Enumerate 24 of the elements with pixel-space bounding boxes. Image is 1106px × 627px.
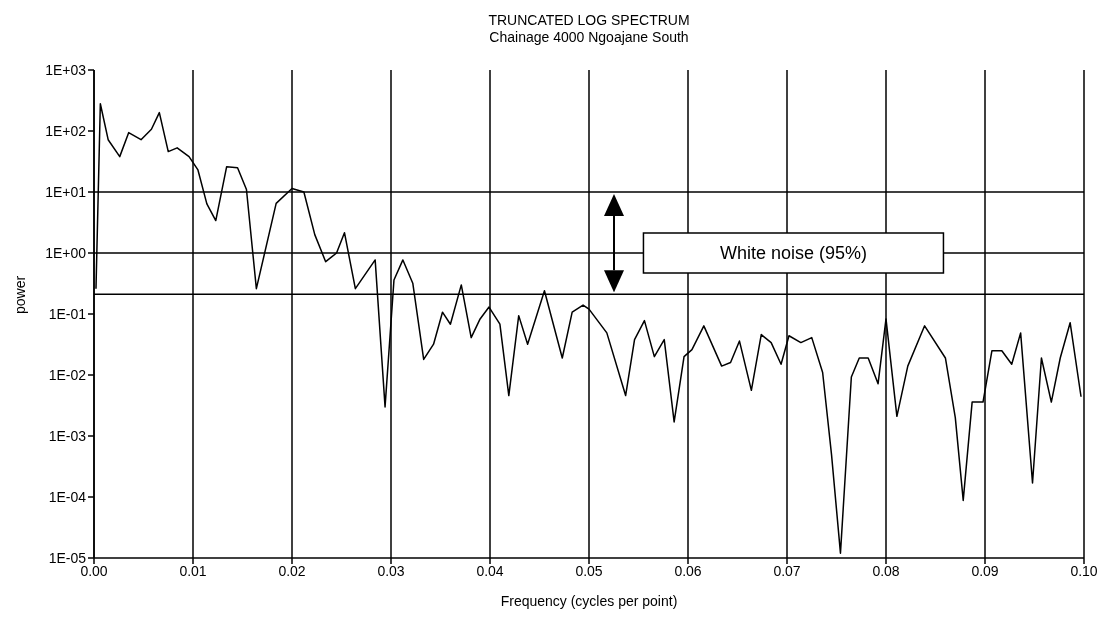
x-tick-label: 0.02 bbox=[278, 562, 306, 579]
y-tick-label: 1E+01 bbox=[45, 183, 87, 200]
x-tick-label: 0.07 bbox=[773, 562, 801, 579]
y-axis-title: power bbox=[11, 275, 28, 314]
x-tick-label: 0.06 bbox=[674, 562, 702, 579]
x-tick-label: 0.08 bbox=[872, 562, 900, 579]
x-tick-label: 0.10 bbox=[1070, 562, 1098, 579]
chart-subtitle: Chainage 4000 Ngoajane South bbox=[488, 29, 690, 46]
x-tick-label: 0.03 bbox=[377, 562, 405, 579]
y-tick-label: 1E+00 bbox=[45, 244, 87, 261]
x-tick-label: 0.05 bbox=[575, 562, 603, 579]
x-tick-label: 0.09 bbox=[971, 562, 999, 579]
x-axis-title: Frequency (cycles per point) bbox=[500, 593, 678, 609]
note-box: White noise (95%) bbox=[642, 232, 945, 274]
y-tick-label: 1E+03 bbox=[45, 61, 87, 78]
x-tick-label: 0.04 bbox=[476, 562, 504, 579]
y-tick-label: 1E+02 bbox=[45, 122, 87, 139]
y-tick-label: 1E-03 bbox=[48, 427, 87, 444]
y-tick-label: 1E-02 bbox=[48, 366, 87, 383]
y-tick-label: 1E-04 bbox=[48, 488, 87, 505]
ref-line-label: White noise (95%) bbox=[719, 243, 867, 263]
chart-title: TRUNCATED LOG SPECTRUM bbox=[487, 12, 691, 29]
y-tick-label: 1E-01 bbox=[48, 305, 87, 322]
x-tick-label: 0.01 bbox=[179, 562, 207, 579]
